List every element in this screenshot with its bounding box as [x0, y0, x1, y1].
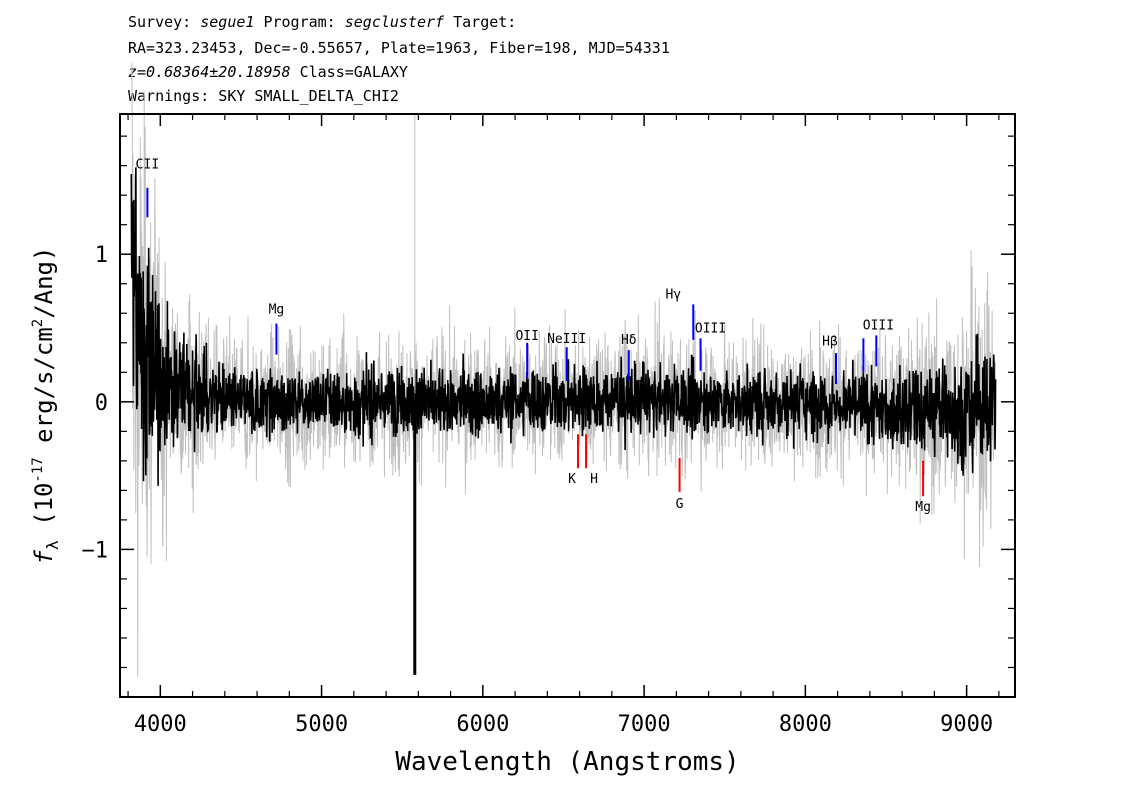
- line-marker-label: H: [590, 472, 598, 487]
- flux-line: [130, 167, 997, 486]
- program-value: segclusterf: [344, 13, 445, 31]
- redshift-value: z=0.68364±20.18958: [128, 63, 291, 81]
- x-axis-label: Wavelength (Angstroms): [395, 747, 739, 777]
- line-marker-label: Hδ: [621, 333, 637, 348]
- x-tick-label: 8000: [779, 712, 832, 737]
- x-tick-label: 4000: [134, 712, 187, 737]
- x-axis: 4000 5000 6000 7000 8000 9000: [127, 114, 1000, 737]
- y-axis-label-part: (10: [30, 483, 58, 541]
- line-marker-label: Hβ: [822, 335, 838, 350]
- y-axis: −1 0 1: [82, 135, 1015, 669]
- line-marker-label: K: [568, 472, 576, 487]
- y-axis-label-part: 2: [30, 319, 46, 327]
- error-envelope: [130, 63, 997, 677]
- header-line-4: Warnings: SKY SMALL_DELTA_CHI2: [128, 87, 399, 105]
- x-tick-label: 7000: [618, 712, 671, 737]
- y-axis-label-part: /Ang): [30, 247, 58, 319]
- y-axis-label-part: λ: [43, 540, 62, 550]
- y-axis-label-part: f: [30, 549, 58, 564]
- header-line-2: RA=323.23453, Dec=-0.55657, Plate=1963, …: [128, 39, 670, 57]
- plot-frame: [119, 113, 1016, 698]
- line-marker-label: Mg: [269, 302, 285, 317]
- y-tick-label: 1: [95, 243, 108, 268]
- survey-label: Survey:: [128, 13, 192, 31]
- flux-series: [130, 167, 997, 675]
- error-envelope-line: [130, 63, 997, 677]
- line-marker-label: CII: [136, 158, 159, 173]
- x-tick-label: 9000: [940, 712, 993, 737]
- header-line-1: Survey: segue1 Program: segclusterf Targ…: [128, 12, 516, 32]
- line-marker-label: OII: [515, 329, 538, 344]
- class-value: Class=GALAXY: [299, 63, 408, 81]
- target-label: Target:: [453, 13, 517, 31]
- line-marker-label: G: [676, 497, 684, 512]
- line-markers: CII Mg OII NeIII Hδ Hγ OIII Hβ OIII K H G Mg: [136, 158, 931, 515]
- y-tick-label: −1: [82, 538, 109, 563]
- x-tick-label: 5000: [295, 712, 348, 737]
- header-line-3: z=0.68364±20.18958 Class=GALAXY: [128, 62, 408, 82]
- line-marker-label: OIII: [695, 321, 726, 336]
- line-marker-label: Mg: [915, 500, 931, 515]
- survey-value: segue1: [200, 13, 255, 31]
- y-axis-label-part: -17: [30, 457, 46, 482]
- program-label: Program:: [263, 13, 336, 31]
- y-tick-label: 0: [95, 391, 108, 416]
- x-tick-label: 6000: [456, 712, 509, 737]
- y-axis-label-part: erg/s/cm: [30, 327, 58, 457]
- y-axis-label: fλ (10-17 erg/s/cm2/Ang): [30, 247, 62, 565]
- line-marker-label: NeIII: [547, 332, 586, 347]
- line-marker-label: Hγ: [665, 287, 681, 302]
- line-marker-label: OIII: [863, 318, 894, 333]
